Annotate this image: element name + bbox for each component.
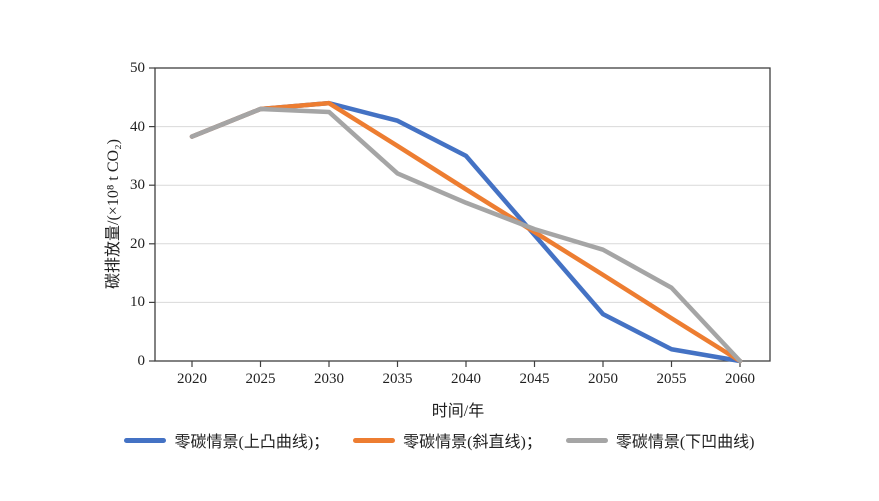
y-tick-label: 30	[130, 177, 145, 194]
legend-item-concave: 零碳情景(下凹曲线)	[565, 428, 755, 452]
legend-line-swatch-gray	[565, 437, 608, 443]
x-axis-title: 时间/年	[431, 403, 485, 420]
y-tick-label: 10	[130, 294, 145, 311]
series-line-1	[189, 100, 743, 364]
x-tick-label: 2050	[588, 371, 618, 387]
x-tick-label: 2040	[451, 371, 481, 387]
x-tick-label: 2060	[725, 371, 755, 387]
y-tick-label: 40	[130, 118, 145, 135]
legend-label: 零碳情景(下凹曲线)	[615, 434, 755, 451]
legend-item-straight: 零碳情景(斜直线)；	[353, 428, 542, 452]
series-line-0	[189, 100, 743, 364]
legend-item-convex: 零碳情景(上凸曲线)；	[124, 428, 329, 452]
legend-line-swatch-blue	[124, 437, 167, 443]
legend-label: 零碳情景(斜直线)；	[403, 434, 542, 451]
y-tick-label: 0	[137, 353, 146, 369]
y-tick-label: 50	[130, 60, 145, 76]
x-tick-label: 2020	[177, 371, 207, 387]
y-tick-label: 20	[130, 235, 145, 252]
x-tick-label: 2035	[382, 371, 413, 387]
legend: 零碳情景(上凸曲线)； 零碳情景(斜直线)； 零碳情景(下凹曲线)	[0, 428, 879, 452]
y-axis-title: 碳排放量/(×10⁸ t CO₂)	[105, 139, 122, 289]
x-tick-label: 2025	[245, 371, 276, 387]
x-tick-label: 2030	[314, 371, 344, 387]
plot-border	[154, 67, 771, 362]
x-tick-label: 2055	[656, 371, 687, 387]
legend-label: 零碳情景(上凸曲线)；	[174, 434, 330, 451]
series-line-2	[189, 106, 743, 364]
x-tick-label: 2045	[519, 371, 550, 387]
legend-line-swatch-orange	[353, 437, 396, 443]
